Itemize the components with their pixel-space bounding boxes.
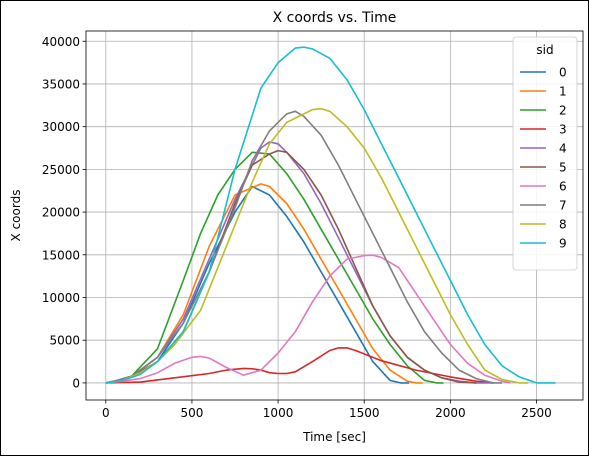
x-tick-label: 2000 xyxy=(435,406,466,420)
series-line-8 xyxy=(105,107,528,384)
y-tick-label: 10000 xyxy=(42,291,80,305)
axis-ticks: 0 500 1000 1500 2000 250005000100001500020000… xyxy=(42,35,552,420)
series-line-6 xyxy=(105,254,511,384)
series-line-7 xyxy=(105,110,502,384)
legend-label-6: 6 xyxy=(559,180,567,194)
y-tick-label: 5000 xyxy=(49,334,80,348)
legend-label-3: 3 xyxy=(559,123,567,137)
plot-area xyxy=(86,31,583,400)
y-tick-label: 30000 xyxy=(42,120,80,134)
legend-label-5: 5 xyxy=(559,161,567,175)
y-tick-label: 40000 xyxy=(42,35,80,49)
x-tick-label: 500 xyxy=(180,406,203,420)
series-line-9 xyxy=(105,46,556,384)
legend-box xyxy=(512,36,578,271)
y-tick-label: 25000 xyxy=(42,163,80,177)
x-tick-label: 1500 xyxy=(349,406,380,420)
legend-title: sid xyxy=(536,43,553,57)
series-lines xyxy=(105,46,556,384)
y-tick-label: 0 xyxy=(72,376,80,390)
series-line-3 xyxy=(105,347,494,384)
y-tick-label: 20000 xyxy=(42,206,80,220)
legend-label-7: 7 xyxy=(559,199,567,213)
legend-label-1: 1 xyxy=(559,85,567,99)
axes-box xyxy=(85,30,584,401)
x-axis-label: Time [sec] xyxy=(302,430,366,444)
x-tick-label: 2500 xyxy=(521,406,552,420)
legend-label-2: 2 xyxy=(559,104,567,118)
y-axis-label: X coords xyxy=(9,190,23,242)
legend-label-9: 9 xyxy=(559,237,567,251)
y-tick-label: 15000 xyxy=(42,248,80,262)
legend-label-8: 8 xyxy=(559,218,567,232)
grid xyxy=(86,31,583,400)
y-tick-label: 35000 xyxy=(42,77,80,91)
series-line-2 xyxy=(105,151,444,384)
x-tick-label: 1000 xyxy=(263,406,294,420)
chart-title: X coords vs. Time xyxy=(273,10,397,26)
legend-label-4: 4 xyxy=(559,142,567,156)
legend-label-0: 0 xyxy=(559,66,567,80)
x-tick-label: 0 xyxy=(102,406,110,420)
legend: sid 0 1 2 3 4 5 6 7 8 9 xyxy=(512,36,578,271)
